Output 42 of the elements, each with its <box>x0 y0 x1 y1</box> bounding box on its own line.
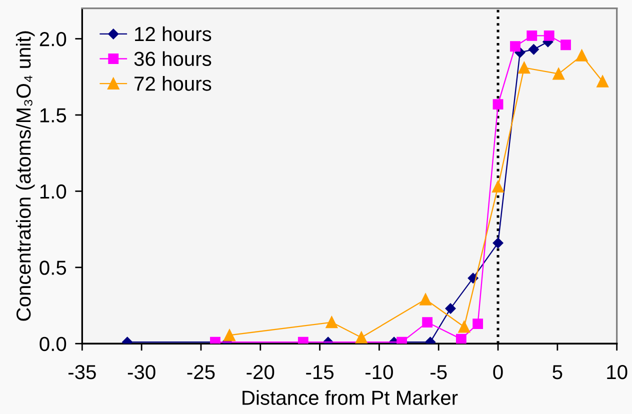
point <box>552 68 565 80</box>
y-tick-label: 0.5 <box>40 260 66 275</box>
point <box>492 99 504 110</box>
x-tick-label: -15 <box>306 365 334 380</box>
point <box>596 76 608 88</box>
legend-label: 12 hours <box>135 26 212 42</box>
y-tick-label: 1.0 <box>40 184 66 199</box>
y-tick-label: 2.0 <box>40 32 66 46</box>
point <box>518 62 530 74</box>
x-tick-label: 10 <box>607 364 628 380</box>
point <box>492 180 504 193</box>
x-tick-label: -5 <box>430 365 447 380</box>
point <box>528 44 539 55</box>
point <box>510 41 520 52</box>
point <box>420 294 432 306</box>
legend-label: 36 hours <box>134 51 212 66</box>
point <box>526 30 538 41</box>
x-tick-label: -30 <box>128 364 156 380</box>
y-axis-title: Concentration (atoms/M₃O₄ unit) <box>16 31 35 321</box>
point <box>560 40 571 50</box>
point <box>468 272 478 284</box>
point <box>472 318 484 330</box>
y-tick-label: 1.5 <box>40 108 66 122</box>
point <box>456 334 466 344</box>
x-tick-label: 0 <box>493 364 503 380</box>
point <box>576 50 588 62</box>
x-axis-title: Distance from Pt Marker <box>242 390 458 405</box>
x-tick-label: -10 <box>366 364 393 380</box>
y-tick-label: 0.0 <box>40 336 66 352</box>
legend-label: 72 hours <box>134 76 212 91</box>
point <box>326 316 338 328</box>
x-tick-label: -25 <box>187 364 215 380</box>
point <box>422 317 433 328</box>
point <box>458 320 470 333</box>
point <box>355 332 368 344</box>
x-tick-label: -20 <box>246 364 274 380</box>
x-tick-label: 5 <box>552 365 562 380</box>
point <box>544 30 554 41</box>
point <box>224 329 236 342</box>
x-tick-label: -35 <box>68 364 96 380</box>
point <box>492 238 504 248</box>
point <box>445 303 456 314</box>
